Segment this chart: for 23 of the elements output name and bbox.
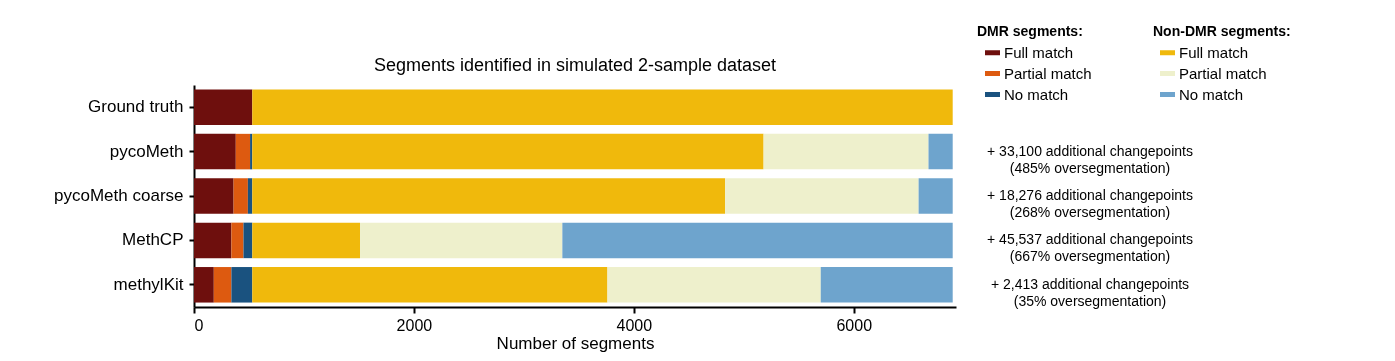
- text: + 2,413 additional changepoints (35% oversegmentation): [990, 275, 1190, 309]
- legend-label: Full match: [1004, 43, 1074, 61]
- text: DMR segments:: [977, 23, 1083, 39]
- chart-title: Segments identified in simulated 2-sample dataset: [373, 55, 777, 75]
- x-axis-title: Number of segments: [496, 333, 655, 353]
- x-tick-label: 2000: [396, 316, 433, 334]
- legend-label: Full match: [1179, 43, 1249, 61]
- text: + 45,537 additional changepoints (667% oversegmentation): [987, 231, 1193, 265]
- legend-label: Partial match: [1179, 64, 1267, 82]
- legend-label: Partial match: [1004, 64, 1092, 82]
- text: + 33,100 additional changepoints (485% oversegmentation): [987, 142, 1193, 176]
- x-tick-label: 0: [194, 316, 204, 334]
- y-tick-label: Ground truth: [88, 97, 184, 117]
- y-tick-label: pycoMeth coarse: [54, 186, 184, 205]
- legend-label: No match: [1179, 85, 1244, 103]
- x-tick-label: 6000: [836, 316, 873, 334]
- y-tick-label: pycoMeth: [109, 141, 184, 161]
- y-tick-label: MethCP: [122, 230, 184, 250]
- text: + 18,276 additional changepoints (268% oversegmentation): [987, 187, 1193, 220]
- legend-label: No match: [1004, 85, 1069, 103]
- x-tick-label: 4000: [616, 316, 653, 334]
- text: Non-DMR segments:: [1153, 23, 1291, 39]
- y-tick-label: methylKit: [113, 274, 184, 294]
